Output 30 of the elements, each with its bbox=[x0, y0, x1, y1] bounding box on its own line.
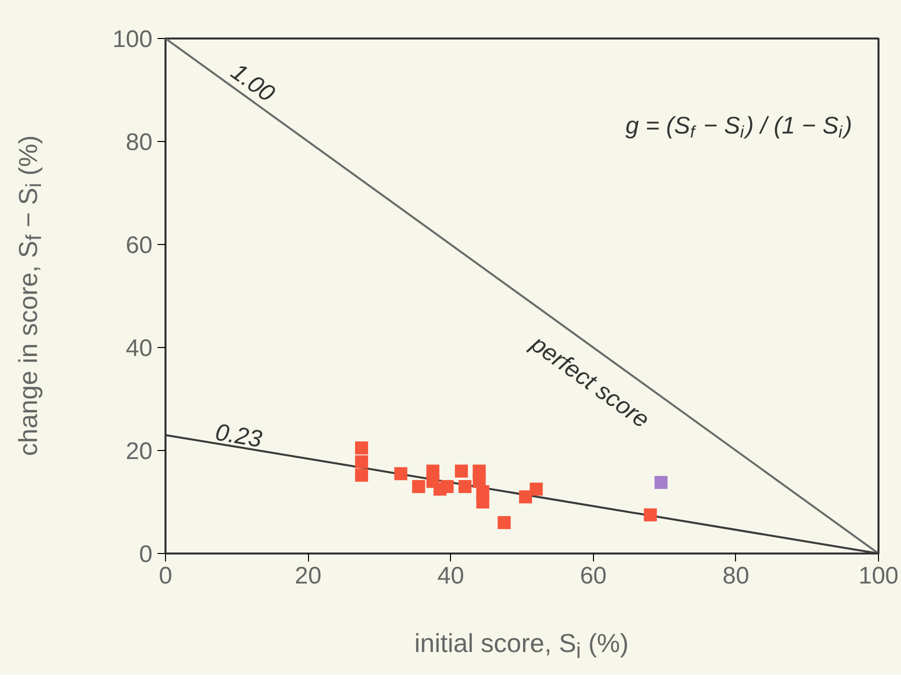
point bbox=[458, 480, 472, 494]
x-tick-label: 20 bbox=[294, 562, 322, 590]
point bbox=[412, 480, 426, 494]
point bbox=[355, 441, 368, 454]
point bbox=[355, 468, 368, 482]
point bbox=[654, 476, 668, 489]
y-tick-label: 40 bbox=[126, 335, 153, 362]
x-tick-label: 100 bbox=[858, 562, 899, 590]
y-tick-label: 100 bbox=[112, 26, 153, 53]
point bbox=[472, 464, 486, 478]
point bbox=[394, 467, 408, 480]
x-tick-label: 60 bbox=[580, 562, 607, 590]
y-tick-label: 20 bbox=[126, 438, 153, 465]
point bbox=[498, 516, 511, 530]
point bbox=[476, 496, 490, 508]
point bbox=[530, 482, 543, 496]
annotation: 0.23 bbox=[213, 418, 264, 454]
point bbox=[440, 480, 454, 494]
point bbox=[644, 508, 657, 522]
x-tick-label: 0 bbox=[158, 562, 172, 590]
point bbox=[519, 490, 532, 504]
annotation: 1.00 bbox=[226, 58, 280, 108]
point bbox=[355, 455, 368, 468]
x-axis-title: initial score, S$_{i}$ (%) bbox=[414, 627, 629, 666]
y-tick-label: 0 bbox=[139, 541, 153, 568]
y-tick-label: 60 bbox=[126, 232, 153, 259]
x-tick-label: 80 bbox=[722, 562, 750, 590]
x-tick-label: 40 bbox=[437, 562, 464, 590]
point bbox=[454, 464, 468, 478]
y-tick-label: 80 bbox=[126, 129, 153, 156]
